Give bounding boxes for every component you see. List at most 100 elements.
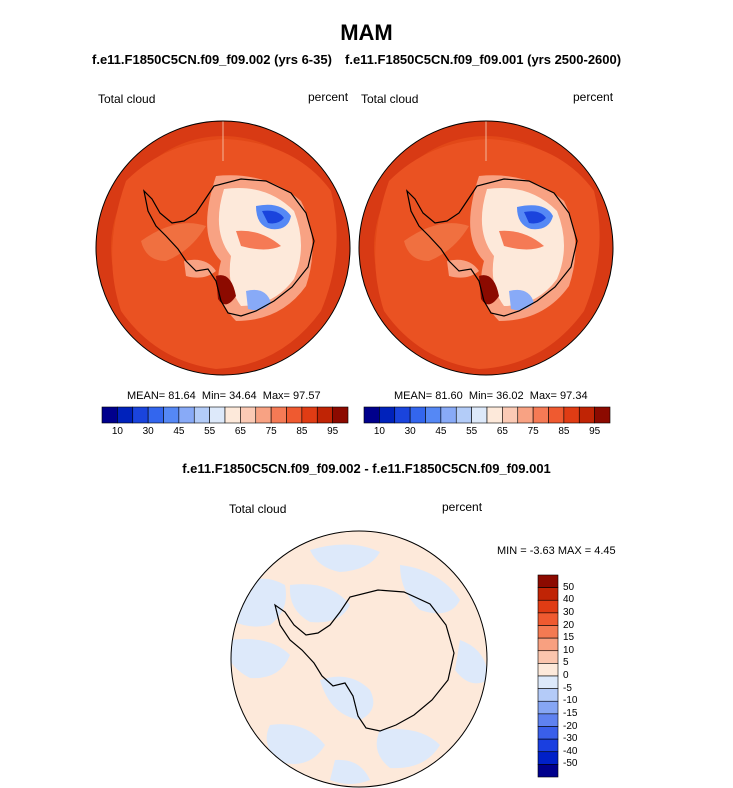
diff-colorbar-tick-label: 20 bbox=[563, 619, 575, 631]
panel-2-max-value: 97.34 bbox=[560, 390, 588, 402]
diff-variable-label: Total cloud bbox=[229, 502, 287, 516]
panel-1-colorbar-tick-label: 65 bbox=[234, 426, 246, 437]
panel-2-colorbar-tick-label: 65 bbox=[496, 426, 508, 437]
panel-2-colorbar-tick-label: 10 bbox=[373, 426, 385, 437]
diff-colorbar-tick-label: 5 bbox=[563, 657, 569, 669]
diff-units-label: percent bbox=[442, 500, 483, 514]
diff-colorbar-tick-label: -20 bbox=[563, 720, 578, 732]
panel-2-colorbar-tick-label: 55 bbox=[466, 426, 478, 437]
panel-2-coastline bbox=[406, 178, 578, 317]
diff-colorbar-box bbox=[537, 688, 559, 702]
panel-1-title: f.e11.F1850C5CN.f09_f09.002 (yrs 6-35) bbox=[92, 52, 332, 67]
panel-1-units-label: percent bbox=[308, 90, 349, 104]
panel-1-colorbar-tick-label: 85 bbox=[296, 426, 308, 437]
panel-2-title: f.e11.F1850C5CN.f09_f09.001 (yrs 2500-26… bbox=[345, 52, 622, 67]
panel-2-colorbar-box bbox=[425, 406, 442, 424]
panel-2-colorbar-tick-label: 75 bbox=[527, 426, 539, 437]
diff-panel-title: f.e11.F1850C5CN.f09_f09.002 - f.e11.F185… bbox=[182, 461, 551, 476]
diff-colorbar-box bbox=[537, 574, 559, 588]
panel-2-colorbar-box bbox=[379, 406, 396, 424]
panel-2-colorbar-box bbox=[455, 406, 472, 424]
diff-colorbar-tick-label: 10 bbox=[563, 644, 575, 656]
diff-colorbar-tick-label: -40 bbox=[563, 745, 578, 757]
diff-colorbar bbox=[537, 574, 559, 778]
panel-1-colorbar-tick-label: 75 bbox=[265, 426, 277, 437]
diff-colorbar-tick-label: -5 bbox=[563, 682, 572, 694]
panel-2-colorbar-tick-label: 30 bbox=[404, 426, 416, 437]
diff-colorbar-tick-label: -15 bbox=[563, 707, 578, 719]
panel-2-colorbar-box bbox=[594, 406, 611, 424]
diff-colorbar-box bbox=[537, 738, 559, 753]
panel-1-mean-label: MEAN= bbox=[127, 390, 169, 402]
panel-1-colorbar bbox=[101, 406, 349, 424]
panel-1-max-value: 97.57 bbox=[293, 390, 321, 402]
panel-2-mean-value: 81.60 bbox=[435, 390, 463, 402]
panel-2-colorbar-box bbox=[563, 406, 580, 424]
panel-1-colorbar-box bbox=[255, 406, 272, 424]
diff-colorbar-box bbox=[537, 663, 559, 677]
panel-2-units-label: percent bbox=[573, 90, 614, 104]
panel-2-colorbar bbox=[363, 406, 611, 424]
panel-1-variable-label: Total cloud bbox=[98, 92, 156, 106]
panel-1-colorbar-box bbox=[224, 406, 241, 424]
panel-2-min-label: Min= bbox=[465, 390, 497, 402]
diff-colorbar-box bbox=[537, 599, 559, 614]
diff-range-text: MIN = -3.63 MAX = 4.45 bbox=[497, 545, 616, 557]
panel-1-stats: MEAN= 81.64 Min= 34.64 Max= 97.57 bbox=[127, 390, 321, 402]
panel-2-colorbar-box bbox=[517, 406, 534, 424]
panel-2-contour-fill bbox=[359, 121, 613, 375]
diff-polar-map bbox=[230, 530, 488, 788]
panel-2-polar-map bbox=[358, 120, 614, 376]
diff-colorbar-box bbox=[537, 751, 559, 765]
panel-2-colorbar-box bbox=[363, 406, 380, 424]
panel-1-contour-fill bbox=[96, 121, 350, 375]
panel-2-colorbar-box bbox=[502, 406, 519, 424]
diff-colorbar-tick-label: 0 bbox=[563, 670, 569, 681]
panel-1-colorbar-box bbox=[286, 406, 303, 424]
panel-1-colorbar-box bbox=[193, 406, 210, 424]
panel-2-colorbar-box bbox=[394, 406, 411, 424]
diff-colorbar-tick-label: -10 bbox=[563, 695, 578, 707]
panel-1-coastline bbox=[143, 178, 315, 317]
panel-2-colorbar-box bbox=[548, 406, 565, 424]
panel-1-colorbar-box bbox=[240, 406, 257, 424]
diff-colorbar-box bbox=[537, 764, 559, 778]
diff-colorbar-box bbox=[537, 650, 559, 664]
panel-2-colorbar-tick-label: 45 bbox=[435, 426, 447, 437]
panel-1-max-label: Max= bbox=[259, 390, 294, 402]
panel-2-stats: MEAN= 81.60 Min= 36.02 Max= 97.34 bbox=[394, 390, 588, 402]
panel-2-min-value: 36.02 bbox=[496, 390, 524, 402]
panel-2-max-label: Max= bbox=[526, 390, 561, 402]
panel-2-colorbar-box bbox=[532, 406, 549, 424]
panel-1-colorbar-tick-label: 55 bbox=[204, 426, 216, 437]
panel-1-colorbar-box bbox=[209, 406, 226, 424]
panel-1-colorbar-box bbox=[332, 406, 349, 424]
diff-colorbar-tick-label: 50 bbox=[563, 581, 575, 593]
panel-1-colorbar-tick-label: 10 bbox=[111, 426, 123, 437]
panel-2-variable-label: Total cloud bbox=[361, 92, 419, 106]
panel-2-colorbar-box bbox=[486, 406, 503, 424]
panel-1-colorbar-box bbox=[316, 406, 333, 424]
panel-1-min-value: 34.64 bbox=[229, 390, 257, 402]
diff-colorbar-box bbox=[537, 675, 559, 689]
diff-colorbar-box bbox=[537, 700, 559, 715]
panel-1-polar-map bbox=[95, 120, 351, 376]
diff-colorbar-box bbox=[537, 625, 559, 639]
diff-colorbar-tick-label: -50 bbox=[563, 758, 578, 770]
diff-colorbar-tick-label: -30 bbox=[563, 733, 578, 745]
diff-colorbar-box bbox=[537, 637, 559, 652]
diff-colorbar-box bbox=[537, 713, 559, 727]
panel-1-colorbar-box bbox=[132, 406, 149, 424]
diff-colorbar-tick-label: 30 bbox=[563, 606, 575, 618]
diff-colorbar-box bbox=[537, 726, 559, 740]
panel-1-colorbar-box bbox=[178, 406, 195, 424]
diff-colorbar-tick-label: 15 bbox=[563, 632, 575, 644]
panel-1-colorbar-box bbox=[163, 406, 180, 424]
panel-1-colorbar-box bbox=[301, 406, 318, 424]
diff-colorbar-box bbox=[537, 612, 559, 626]
panel-2-colorbar-box bbox=[440, 406, 457, 424]
panel-1-colorbar-tick-label: 45 bbox=[173, 426, 185, 437]
panel-2-colorbar-box bbox=[409, 406, 426, 424]
panel-1-colorbar-box bbox=[117, 406, 134, 424]
panel-2-colorbar-box bbox=[471, 406, 488, 424]
